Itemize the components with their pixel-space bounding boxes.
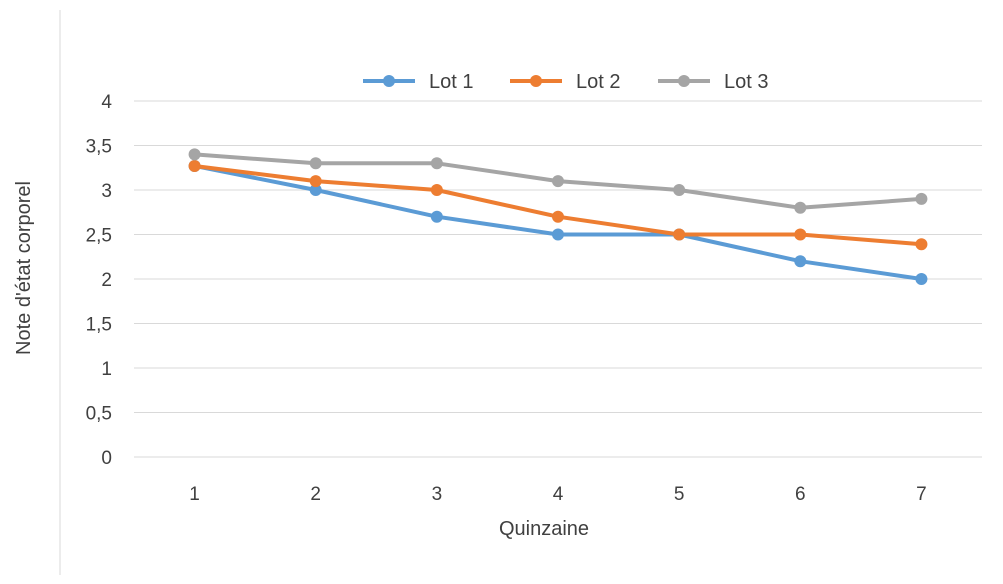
data-point bbox=[794, 201, 807, 214]
y-tick-label: 0 bbox=[101, 448, 112, 469]
y-tick-label: 3 bbox=[101, 181, 112, 202]
legend-label: Lot 3 bbox=[724, 71, 768, 93]
x-axis-title: Quinzaine bbox=[499, 518, 589, 540]
data-point bbox=[309, 175, 322, 188]
x-tick-label: 4 bbox=[553, 484, 564, 505]
legend: Lot 1 Lot 2 Lot 3 bbox=[363, 71, 768, 93]
data-point bbox=[673, 184, 686, 196]
data-point bbox=[188, 148, 201, 161]
data-point bbox=[673, 228, 686, 241]
x-axis-ticks: 1 2 3 4 5 6 7 bbox=[189, 484, 926, 505]
x-tick-label: 6 bbox=[795, 484, 806, 505]
data-point bbox=[309, 184, 322, 196]
data-point bbox=[915, 192, 928, 205]
series-3 bbox=[188, 148, 928, 214]
y-tick-label: 3,5 bbox=[86, 137, 112, 158]
y-tick-label: 4 bbox=[101, 92, 112, 113]
data-point bbox=[430, 184, 443, 196]
x-tick-label: 2 bbox=[310, 484, 321, 505]
legend-item: Lot 3 bbox=[658, 71, 768, 93]
data-point bbox=[552, 210, 564, 223]
y-tick-label: 2,5 bbox=[86, 226, 112, 247]
data-point bbox=[188, 159, 201, 172]
y-tick-label: 2 bbox=[101, 270, 112, 291]
series-layer bbox=[188, 148, 928, 285]
data-point bbox=[794, 255, 807, 268]
data-point bbox=[430, 157, 443, 170]
y-axis-title: Note d'état corporel bbox=[13, 181, 35, 355]
data-point bbox=[794, 228, 807, 241]
x-tick-label: 3 bbox=[432, 484, 443, 505]
legend-label: Lot 1 bbox=[429, 71, 473, 93]
series-2 bbox=[188, 159, 928, 251]
gridlines bbox=[134, 100, 982, 458]
y-tick-label: 1,5 bbox=[86, 315, 112, 336]
legend-swatch-marker bbox=[383, 75, 395, 87]
x-tick-label: 1 bbox=[189, 484, 200, 505]
y-axis-ticks: 0 0,5 1 1,5 2 2,5 3 3,5 4 bbox=[86, 92, 113, 469]
legend-label: Lot 2 bbox=[576, 71, 620, 93]
data-point bbox=[552, 175, 564, 188]
legend-swatch-marker bbox=[530, 75, 542, 87]
data-point bbox=[309, 157, 322, 170]
y-tick-label: 1 bbox=[101, 359, 112, 380]
legend-item: Lot 2 bbox=[510, 71, 620, 93]
data-point bbox=[915, 238, 928, 251]
y-tick-label: 0,5 bbox=[86, 404, 112, 425]
x-tick-label: 7 bbox=[916, 484, 927, 505]
legend-swatch-marker bbox=[678, 75, 690, 87]
x-tick-label: 5 bbox=[674, 484, 685, 505]
data-point bbox=[430, 210, 443, 223]
data-point bbox=[915, 273, 928, 285]
legend-item: Lot 1 bbox=[363, 71, 473, 93]
data-point bbox=[552, 228, 564, 241]
